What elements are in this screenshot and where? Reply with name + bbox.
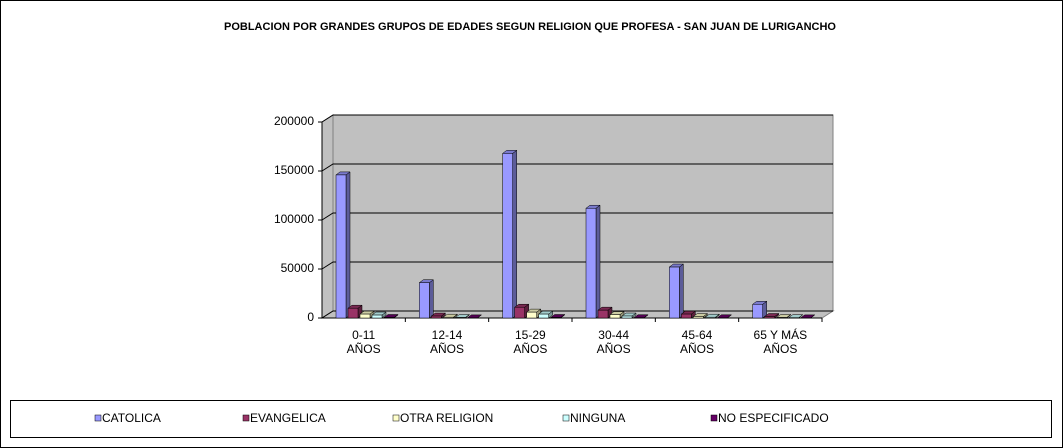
grid-line <box>321 261 833 270</box>
bar <box>609 314 621 319</box>
x-tick-label: 15-29 AÑOS <box>513 328 548 356</box>
bar <box>597 309 609 319</box>
bar <box>693 316 704 319</box>
bar <box>419 282 430 319</box>
legend-label: NINGUNA <box>570 411 625 425</box>
bar-side <box>429 279 434 319</box>
bar <box>705 316 716 319</box>
legend-swatch <box>242 414 250 422</box>
legend-swatch <box>94 414 102 422</box>
y-tick-label: 0 <box>307 310 314 324</box>
legend-swatch <box>710 414 718 422</box>
bar <box>526 311 537 319</box>
x-tick-label: 12-14 AÑOS <box>429 328 464 356</box>
bar <box>502 153 513 319</box>
y-tick-label: 50000 <box>281 261 315 275</box>
chart-title: POBLACION POR GRANDES GRUPOS DE EDADES S… <box>224 21 836 33</box>
x-tick-label: 30-44 AÑOS <box>596 328 631 356</box>
bar <box>764 316 775 319</box>
grid-line <box>321 310 833 319</box>
legend-label: CATOLICA <box>102 411 161 425</box>
grid-line <box>321 212 833 221</box>
bar <box>752 304 763 319</box>
bar <box>443 316 454 319</box>
bar <box>514 306 525 319</box>
y-tick-label: 100000 <box>274 212 314 226</box>
x-tick-label: 0-11 AÑOS <box>346 328 381 356</box>
bar-side <box>345 171 351 319</box>
bar <box>371 314 383 319</box>
bar <box>585 207 597 319</box>
bar-side <box>512 149 517 319</box>
bar <box>335 174 347 319</box>
legend-label: OTRA RELIGION <box>400 411 493 425</box>
x-tick-label: 65 Y MÁS AÑOS <box>753 328 808 356</box>
x-tick-label: 45-64 AÑOS <box>679 328 714 356</box>
legend-swatch <box>392 414 400 422</box>
bar <box>538 313 549 319</box>
bar <box>681 313 692 319</box>
bar <box>347 307 359 319</box>
y-tick-label: 200000 <box>274 114 314 128</box>
bar <box>431 315 442 319</box>
legend-box <box>10 400 1052 438</box>
grid-line <box>321 114 833 123</box>
bar-side <box>595 204 601 319</box>
bar <box>359 313 371 319</box>
y-tick-label: 150000 <box>274 163 314 177</box>
bar-side <box>679 263 684 319</box>
legend-label: NO ESPECIFICADO <box>718 411 829 425</box>
bar <box>669 266 680 319</box>
legend-label: EVANGELICA <box>250 411 326 425</box>
grid-line <box>321 163 833 172</box>
bar <box>621 315 633 319</box>
legend-swatch <box>562 414 570 422</box>
